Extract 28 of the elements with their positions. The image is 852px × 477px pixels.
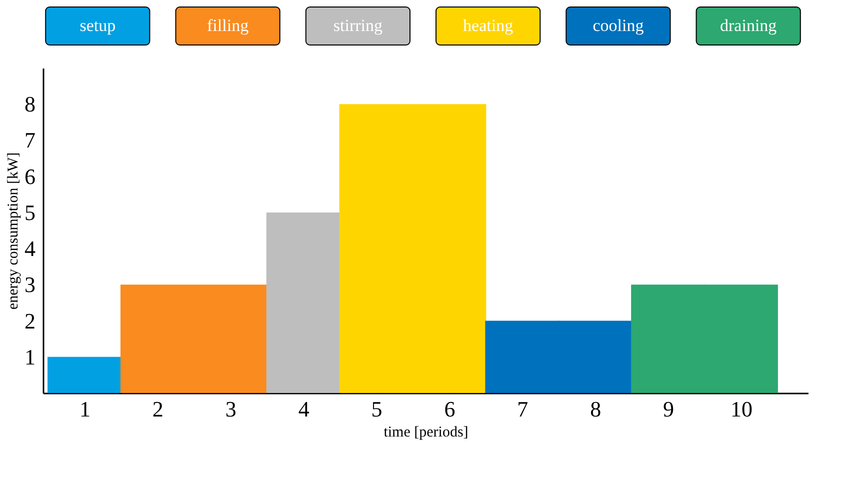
x-tick-label: 2 — [152, 396, 164, 422]
x-tick-label: 9 — [663, 396, 674, 422]
x-tick-label: 5 — [371, 396, 382, 422]
y-tick-label: 5 — [24, 200, 36, 225]
text: stirring — [333, 16, 383, 35]
y-tick-label: 4 — [24, 236, 36, 262]
y-tick-label: 3 — [24, 272, 36, 298]
bar — [266, 212, 340, 393]
x-tick-label: 8 — [590, 396, 602, 422]
text: setup — [80, 16, 116, 35]
x-tick-label: 3 — [225, 396, 236, 422]
y-tick-label: 7 — [24, 128, 36, 153]
text: heating — [463, 16, 514, 35]
x-tick-label: 1 — [79, 396, 90, 422]
bar — [48, 356, 122, 393]
x-tick-label: 7 — [517, 396, 528, 422]
x-axis-title: time [periods] — [384, 424, 468, 440]
y-tick-label: 6 — [24, 164, 36, 189]
y-axis-title: energy consumption [kW] — [6, 152, 22, 310]
x-tick-label: 6 — [444, 396, 456, 422]
x-tick-label: 4 — [298, 396, 310, 422]
text: filling — [207, 16, 250, 35]
text: cooling — [592, 16, 644, 35]
y-tick-label: 8 — [24, 92, 36, 117]
text: draining — [720, 16, 778, 35]
x-tick-label: 10 — [730, 396, 752, 422]
y-tick-label: 1 — [24, 344, 36, 370]
y-tick-label: 2 — [24, 308, 36, 334]
